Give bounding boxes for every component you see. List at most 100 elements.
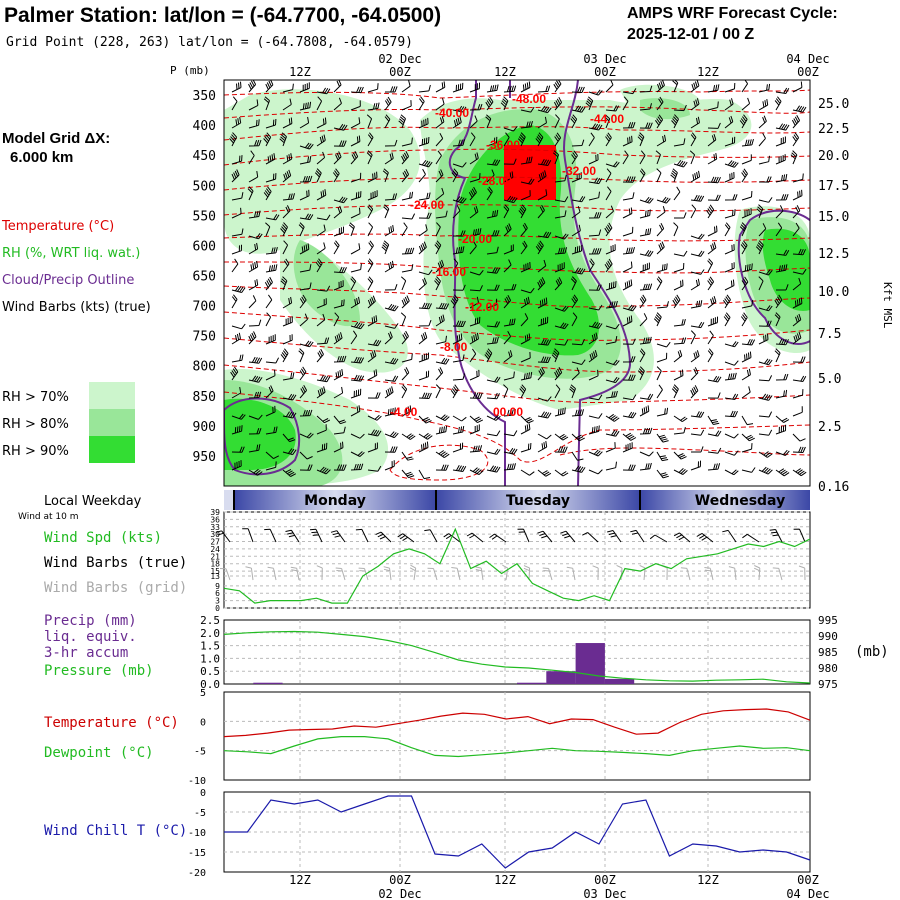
cross-wind-barb bbox=[639, 262, 650, 273]
cross-wind-barb bbox=[520, 120, 533, 129]
pressure-tick-label: 900 bbox=[193, 420, 216, 435]
cross-wind-barb bbox=[367, 369, 378, 381]
contour-label-10: -12.00 bbox=[465, 300, 499, 314]
cross-wind-barb bbox=[401, 451, 414, 461]
cross-wind-barb bbox=[248, 139, 262, 147]
cross-wind-barb bbox=[333, 240, 340, 255]
cross-wind-barb bbox=[333, 386, 344, 399]
cross-wind-barb bbox=[401, 353, 413, 363]
cycle-value: 2025-12-01 / 00 Z bbox=[627, 26, 754, 43]
pressure-tick-label: 350 bbox=[193, 89, 216, 104]
cross-wind-barb bbox=[316, 424, 327, 435]
cross-wind-barb bbox=[265, 246, 278, 255]
cross-wind-barb bbox=[758, 223, 767, 237]
cross-wind-barb bbox=[350, 463, 364, 471]
temp-grid bbox=[224, 692, 810, 780]
wind-barb-true bbox=[649, 534, 668, 543]
wind-barb-true bbox=[607, 530, 622, 543]
wind-tick-label: 27 bbox=[210, 538, 220, 547]
cross-wind-barb bbox=[690, 204, 697, 219]
cross-wind-barb bbox=[605, 132, 612, 147]
cross-wind-barb bbox=[418, 331, 428, 345]
cross-wind-barb bbox=[265, 214, 280, 221]
cross-wind-barb bbox=[503, 125, 518, 132]
cross-wind-barb bbox=[348, 222, 355, 237]
cross-wind-barb bbox=[503, 158, 517, 165]
cross-wind-barb bbox=[605, 105, 620, 112]
pressure-tick-label: 995 bbox=[818, 614, 838, 627]
wind-tick-label: 13 bbox=[210, 572, 220, 581]
cross-wind-barb bbox=[333, 97, 342, 111]
cross-wind-barb bbox=[739, 114, 748, 129]
cross-wind-barb bbox=[265, 312, 272, 327]
cross-wind-barb bbox=[537, 204, 545, 219]
wind-barb-grid bbox=[542, 567, 553, 581]
cross-wind-barb bbox=[468, 186, 477, 201]
cross-wind-barb bbox=[689, 150, 696, 165]
cross-wind-barb bbox=[469, 115, 478, 129]
cross-wind-barb bbox=[401, 222, 408, 237]
cross-wind-barb bbox=[314, 168, 322, 183]
cross-wind-barb bbox=[486, 136, 498, 147]
cross-wind-barb bbox=[588, 449, 603, 457]
height-axis: 25.0 22.5 20.0 17.5 15.0 12.5 10.0 7.5 5.0 2.5 0.1… bbox=[818, 97, 849, 495]
cross-wind-barb bbox=[469, 348, 477, 363]
cross-wind-barb bbox=[571, 150, 578, 165]
wind-barb-grid bbox=[592, 565, 599, 581]
cross-wind-barb bbox=[401, 168, 410, 183]
cross-wind-barb bbox=[418, 159, 433, 168]
cross-wind-barb bbox=[367, 414, 382, 421]
cross-wind-barb bbox=[588, 229, 602, 237]
cross-wind-barb bbox=[775, 389, 788, 399]
precip-bars bbox=[253, 643, 635, 684]
legend-wind-spd: Wind Spd (kts) bbox=[44, 530, 162, 546]
cross-wind-barb bbox=[520, 469, 535, 476]
top-hour-3: 12Z bbox=[494, 65, 516, 79]
cross-wind-barb bbox=[282, 296, 293, 309]
cross-wind-barb bbox=[537, 356, 551, 363]
cross-wind-barb bbox=[401, 137, 413, 147]
cross-wind-barb bbox=[775, 205, 784, 219]
cross-wind-barb bbox=[452, 162, 467, 168]
cross-wind-barb bbox=[690, 367, 699, 381]
cross-wind-barb bbox=[282, 468, 297, 477]
height-tick-label: 10.0 bbox=[818, 285, 849, 300]
pressure-tick-label: 550 bbox=[193, 209, 216, 224]
cross-wind-barb bbox=[554, 469, 569, 477]
cross-wind-barb bbox=[435, 425, 448, 435]
cross-wind-barb bbox=[231, 192, 244, 201]
weekday-bg-monday bbox=[234, 490, 436, 510]
legend-wind-grid: Wind Barbs (grid) bbox=[44, 580, 187, 596]
bottom-time-axis: 12Z 00Z 12Z 00Z 12Z 00Z 02 Dec 03 Dec 04… bbox=[289, 873, 830, 900]
legend-rh80: RH > 80% bbox=[2, 417, 69, 432]
cross-wind-barb bbox=[231, 413, 246, 420]
pressure-yticks: 975 980 985 990 995 bbox=[818, 614, 838, 691]
wind-barb-true bbox=[722, 529, 737, 543]
cross-wind-barb bbox=[724, 98, 734, 111]
cross-wind-barb bbox=[435, 314, 445, 327]
cross-wind-barb bbox=[299, 451, 313, 460]
cross-wind-barb bbox=[350, 451, 365, 457]
contour-label-7: -24.00 bbox=[410, 198, 444, 212]
cross-wind-barb bbox=[265, 334, 276, 345]
cross-wind-barb bbox=[707, 153, 718, 165]
cross-wind-barb bbox=[792, 468, 807, 477]
cross-wind-barb bbox=[282, 193, 295, 201]
cross-wind-barb bbox=[452, 284, 466, 291]
cross-wind-barb bbox=[588, 350, 598, 363]
cross-wind-barb bbox=[350, 191, 362, 201]
cross-wind-barb bbox=[503, 171, 514, 183]
cross-wind-barb bbox=[316, 189, 327, 201]
cross-wind-barb bbox=[741, 338, 756, 346]
cross-wind-barb bbox=[707, 392, 721, 399]
cross-wind-barb bbox=[622, 356, 636, 363]
cross-wind-barb bbox=[248, 260, 259, 273]
cross-wind-barb bbox=[280, 222, 288, 237]
cross-wind-barb bbox=[484, 348, 493, 363]
cross-wind-barb bbox=[554, 247, 568, 255]
cross-wind-barb bbox=[486, 246, 499, 255]
cross-wind-barb bbox=[758, 115, 767, 129]
cross-wind-barb bbox=[604, 114, 611, 129]
wind-barb-grid bbox=[316, 565, 323, 581]
cross-wind-barb bbox=[231, 285, 246, 293]
